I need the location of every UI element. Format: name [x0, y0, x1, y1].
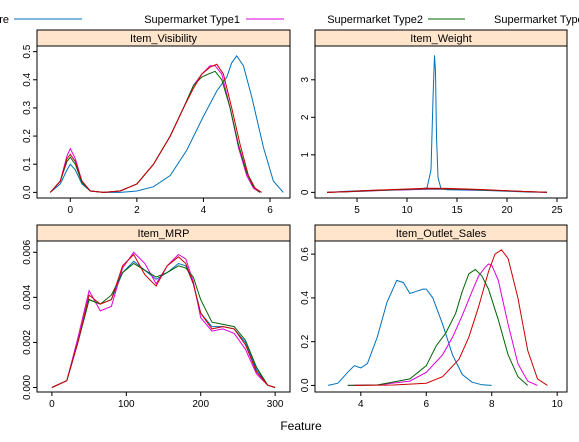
series-line-1 — [49, 65, 261, 193]
y-tick-label: 0.006 — [22, 239, 33, 264]
series-line-2 — [51, 262, 276, 388]
legend-label-1: Supermarket Type1 — [144, 14, 240, 26]
series-line-0 — [326, 55, 548, 193]
y-tick-label: 0.3 — [22, 101, 33, 115]
panel-1: Item_Weight 5 10 15 20 25 0 1 2 3 — [300, 29, 568, 216]
panel-frame — [314, 45, 568, 199]
series-line-1 — [347, 263, 538, 386]
series-line-0 — [327, 279, 492, 386]
y-tick-label: 0.0 — [22, 185, 33, 199]
x-tick-label: 5 — [354, 205, 360, 216]
y-tick-label: 2 — [300, 114, 311, 120]
legend-label-0: Grocery Store — [0, 14, 9, 26]
panel-title: Item_Outlet_Sales — [396, 228, 487, 240]
panel-title: Item_Visibility — [130, 33, 198, 45]
x-axis-title: Feature — [280, 419, 322, 433]
x-tick-label: 0 — [49, 399, 55, 410]
series-line-2 — [49, 70, 261, 193]
y-tick-label: 0.0 — [300, 378, 311, 392]
panel-title: Item_MRP — [138, 228, 190, 240]
series-line-3 — [49, 63, 262, 193]
legend-label-3: Supermarket Type3 — [494, 14, 579, 26]
series-line-3 — [51, 253, 276, 388]
y-tick-label: 1 — [300, 152, 311, 158]
y-tick-label: 0.002 — [22, 329, 33, 354]
x-tick-label: 15 — [451, 205, 463, 216]
x-tick-label: 10 — [552, 399, 564, 410]
y-tick-label: 3 — [300, 77, 311, 83]
series-line-3 — [354, 249, 548, 386]
panel-0: Item_Visibility 0 2 4 6 0.0 0.1 0.2 0.3 0.4 0.5 — [22, 29, 291, 216]
x-tick-label: 100 — [118, 399, 135, 410]
y-tick-label: 0.1 — [22, 157, 33, 171]
x-tick-label: 6 — [423, 399, 429, 410]
legend: Grocery Store Supermarket Type1 Supermar… — [0, 14, 579, 26]
x-tick-label: 20 — [501, 205, 513, 216]
x-tick-label: 200 — [192, 399, 209, 410]
y-tick-label: 0.5 — [22, 44, 33, 58]
y-tick-label: 0.4 — [22, 72, 33, 86]
y-tick-label: 0.000 — [22, 375, 33, 400]
panel-2: Item_MRP 0 100 200 300 0.000 0.002 0.004 0.006 — [22, 224, 291, 410]
x-tick-label: 6 — [267, 205, 273, 216]
y-tick-label: 0.004 — [22, 284, 33, 309]
legend-label-2: Supermarket Type2 — [327, 14, 423, 26]
series-line-3 — [326, 187, 548, 193]
x-tick-label: 0 — [68, 205, 74, 216]
x-tick-label: 4 — [358, 399, 364, 410]
series-line-2 — [347, 268, 529, 386]
panel-frame — [314, 240, 568, 393]
panel-title: Item_Weight — [410, 33, 472, 45]
y-tick-label: 0.2 — [300, 334, 311, 348]
series-line-0 — [49, 55, 284, 193]
panel-frame — [36, 240, 291, 393]
y-tick-label: 0.2 — [22, 129, 33, 143]
x-tick-label: 2 — [134, 205, 140, 216]
series-line-0 — [51, 260, 276, 388]
x-tick-label: 8 — [489, 399, 495, 410]
x-tick-label: 4 — [201, 205, 207, 216]
x-tick-label: 10 — [401, 205, 413, 216]
y-tick-label: 0 — [300, 189, 311, 195]
x-tick-label: 25 — [551, 205, 563, 216]
x-tick-label: 300 — [267, 399, 284, 410]
panel-3: Item_Outlet_Sales 4 6 8 10 0.0 0.2 0.4 0.6 — [300, 224, 568, 410]
y-tick-label: 0.4 — [300, 291, 311, 305]
series-line-1 — [51, 251, 276, 388]
panel-frame — [36, 45, 291, 199]
y-tick-label: 0.6 — [300, 247, 311, 261]
